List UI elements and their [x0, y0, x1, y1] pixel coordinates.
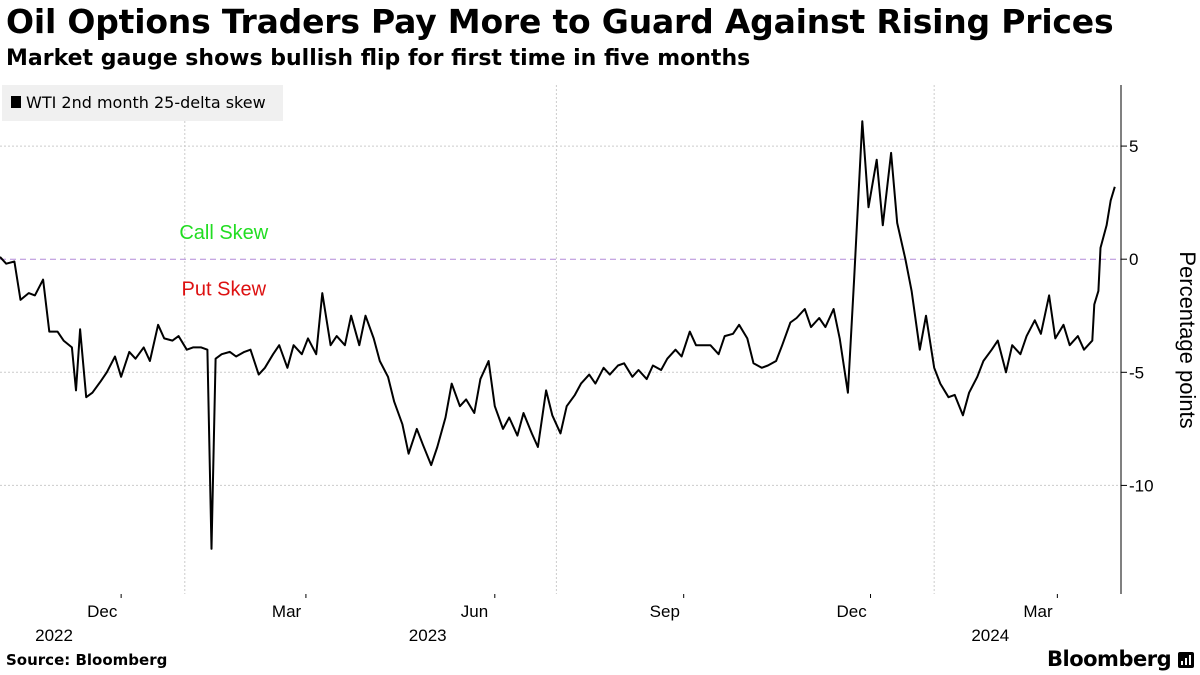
source-note: Source: Bloomberg: [6, 651, 168, 669]
gridlines: [0, 85, 1121, 594]
y-tick-label: 0: [1129, 250, 1138, 269]
chart-title: Oil Options Traders Pay More to Guard Ag…: [6, 2, 1114, 41]
x-year-label: 2023: [409, 626, 447, 645]
x-axis-ticks: Dec 2022 Mar Jun 2023 Sep Dec Mar 2024: [35, 594, 1058, 645]
y-axis-ticks: 5 0 -5 -10: [1121, 137, 1154, 495]
y-axis-label: Percentage points: [1175, 251, 1200, 428]
legend-swatch: [11, 96, 21, 108]
call-skew-annotation: Call Skew: [179, 222, 268, 244]
x-tick-label: Mar: [1023, 602, 1053, 621]
y-tick-label: 5: [1129, 137, 1138, 156]
chart-subtitle: Market gauge shows bullish flip for firs…: [6, 46, 751, 71]
put-skew-annotation: Put Skew: [182, 279, 267, 301]
x-tick-label: Mar: [272, 602, 302, 621]
x-tick-label: Sep: [650, 602, 680, 621]
x-year-label: 2024: [971, 626, 1009, 645]
x-year-label: 2022: [35, 626, 73, 645]
y-tick-label: -5: [1129, 363, 1144, 382]
y-tick-label: -10: [1129, 476, 1154, 495]
x-tick-label: Dec: [837, 602, 868, 621]
x-tick-label: Jun: [461, 602, 488, 621]
legend-label: WTI 2nd month 25-delta skew: [26, 93, 266, 112]
x-tick-label: Dec: [87, 602, 118, 621]
legend: [2, 85, 283, 121]
series-line-wti-skew: [0, 120, 1116, 550]
bloomberg-bars-icon: [1178, 652, 1194, 668]
brand-logo: Bloomberg: [1047, 647, 1172, 671]
